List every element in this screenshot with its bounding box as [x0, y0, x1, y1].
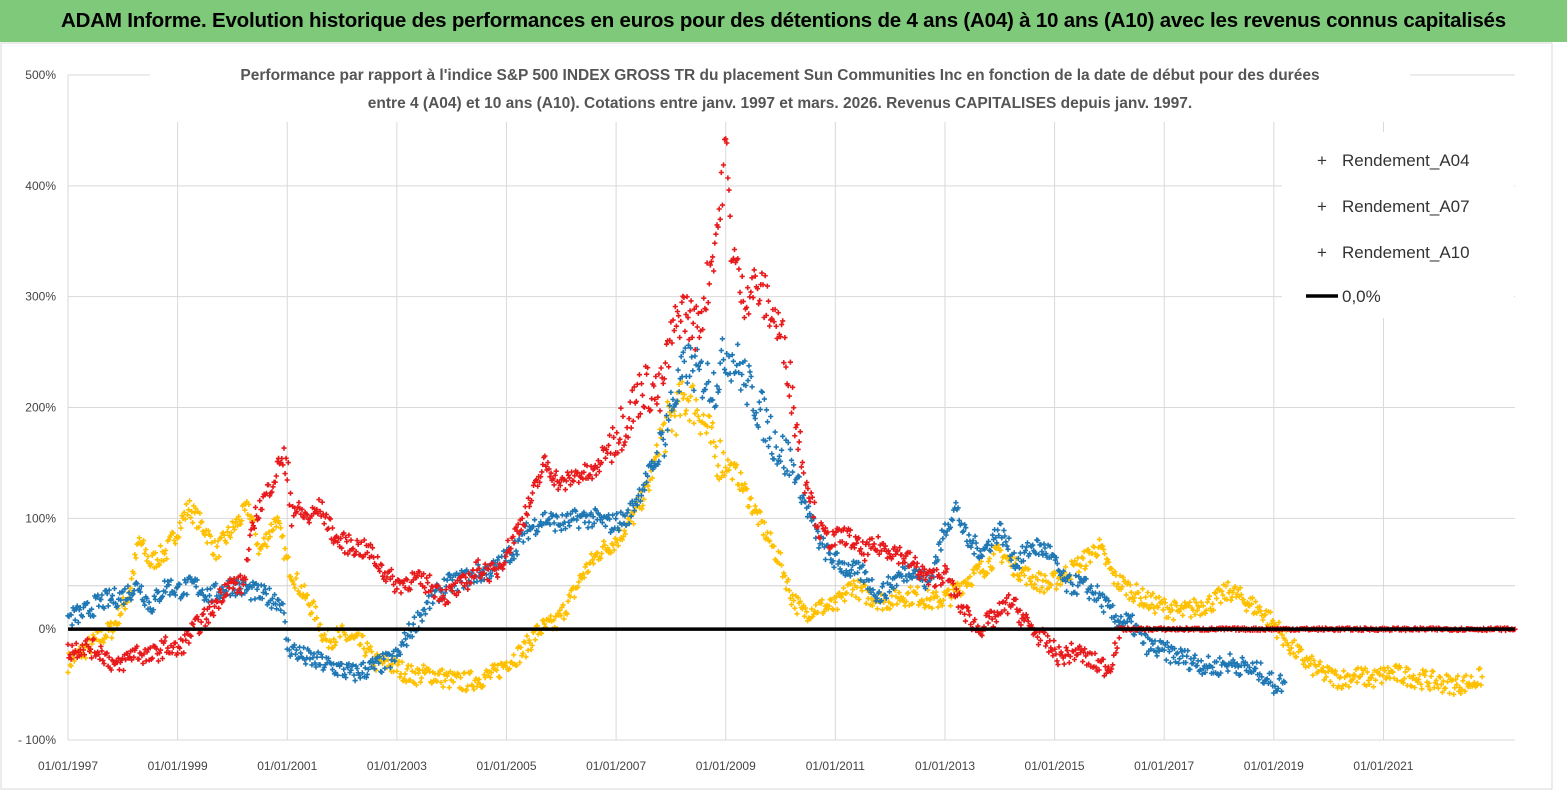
x-tick-label: 01/01/2001 [257, 759, 317, 773]
y-axis-ticks: - 100% 0% 100% 200% 300% 400% 500% [18, 68, 56, 747]
legend-label-a10: Rendement_A10 [1342, 243, 1470, 262]
chart-title-line-1: Performance par rapport à l'indice S&P 5… [240, 67, 1319, 84]
y-tick-label: 100% [25, 511, 56, 525]
banner-title: ADAM Informe. Evolution historique des p… [0, 0, 1567, 42]
legend-marker-a10: + [1317, 243, 1327, 262]
x-tick-label: 01/01/2013 [915, 759, 975, 773]
x-tick-label: 01/01/2009 [696, 759, 756, 773]
series-markers [65, 336, 1288, 696]
y-tick-label: 500% [25, 68, 56, 82]
title-background [150, 60, 1410, 122]
chart-title-line-2: entre 4 (A04) et 10 ans (A10). Cotations… [368, 95, 1192, 112]
x-tick-label: 01/01/2011 [806, 759, 865, 773]
performance-chart: - 100%0%100%200%300%400%500% 01/01/1997 0… [0, 42, 1553, 790]
x-tick-label: 01/01/2017 [1134, 759, 1194, 773]
legend-label-zero-line: 0,0% [1342, 287, 1381, 306]
x-tick-label: 01/01/2021 [1353, 759, 1413, 773]
legend-marker-a04: + [1317, 151, 1327, 170]
x-tick-label: 01/01/1999 [148, 759, 208, 773]
x-tick-label: 01/01/2019 [1244, 759, 1304, 773]
series-layer [65, 136, 1518, 697]
legend-background [1282, 132, 1514, 318]
y-tick-label: 400% [25, 179, 56, 193]
legend-label-a07: Rendement_A07 [1342, 197, 1470, 216]
x-tick-label: 01/01/2007 [586, 759, 646, 773]
legend: + Rendement_A04 + Rendement_A07 + Rendem… [1282, 132, 1514, 318]
series-rendement_a07 [65, 336, 1288, 696]
x-tick-label: 01/01/2003 [367, 759, 427, 773]
legend-label-a04: Rendement_A04 [1342, 151, 1470, 170]
y-tick-label: 0% [39, 622, 57, 636]
x-tick-label: 01/01/2005 [476, 759, 536, 773]
y-tick-label: 300% [25, 290, 56, 304]
x-tick-label: 01/01/1997 [38, 759, 98, 773]
y-tick-label: - 100% [18, 733, 56, 747]
x-axis-ticks: 01/01/1997 01/01/1999 01/01/2001 01/01/2003… [38, 759, 1414, 773]
legend-marker-a07: + [1317, 197, 1327, 216]
y-tick-label: 200% [25, 401, 56, 415]
x-tick-label: 01/01/2015 [1025, 759, 1085, 773]
